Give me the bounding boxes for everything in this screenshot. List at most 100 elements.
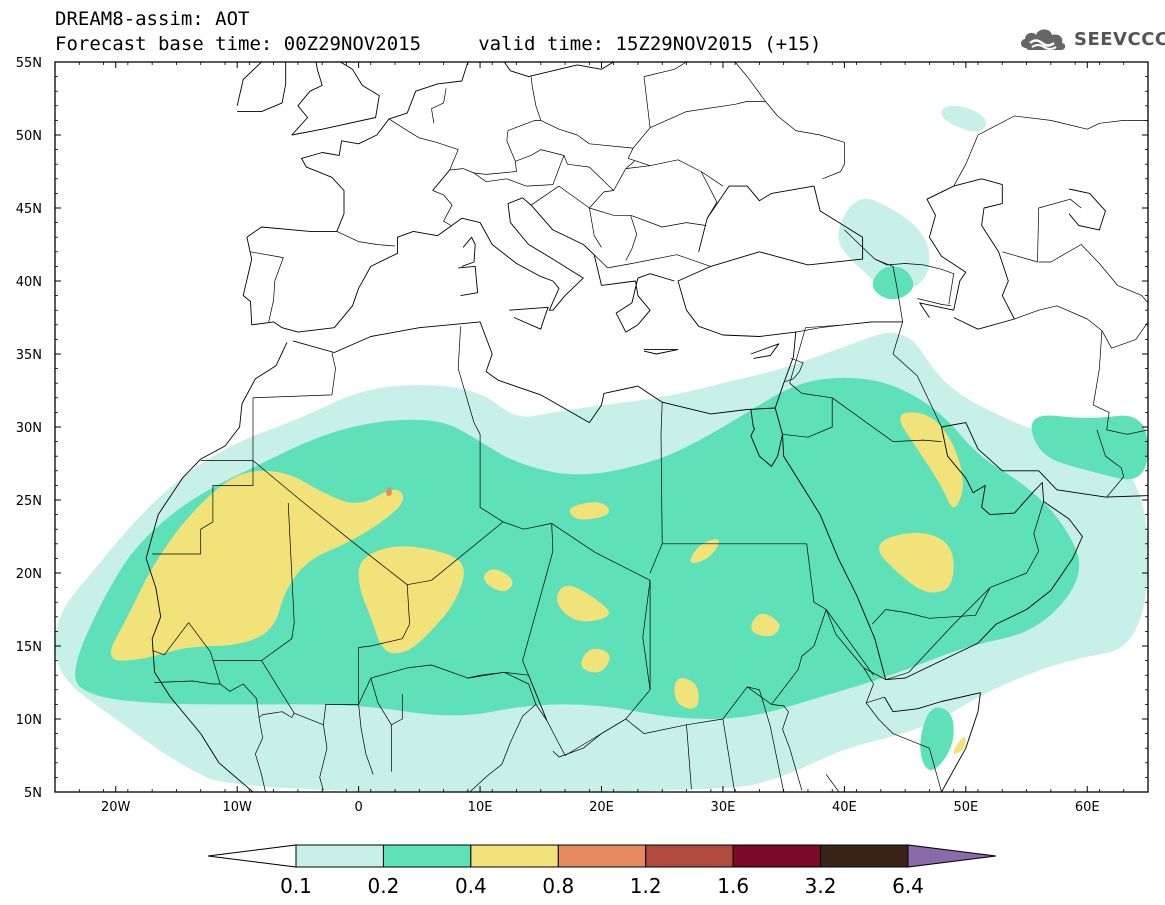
latitude-ticks: 55N 50N 45N 40N 35N 30N 25N 20N 15N 10N 5N <box>16 56 1148 801</box>
map-title: DREAM8-assim: AOT <box>55 8 250 30</box>
coastline <box>292 321 776 424</box>
colorbar-label: 3.2 <box>805 874 837 898</box>
aot-band-0.2 <box>920 707 954 771</box>
country-border <box>865 702 942 792</box>
coastline <box>750 343 780 359</box>
coastline <box>884 692 981 792</box>
country-border <box>261 502 295 661</box>
coastline <box>750 409 783 467</box>
coastline <box>461 236 476 267</box>
coastline <box>503 62 614 78</box>
aot-band-0.1 <box>838 198 930 291</box>
coastline <box>1068 188 1106 231</box>
country-border <box>649 402 663 574</box>
country-border <box>473 149 565 187</box>
country-borders <box>152 62 1148 792</box>
lat-tick-label: 20N <box>16 567 42 582</box>
lat-tick-label: 50N <box>16 129 42 144</box>
country-border <box>388 118 459 171</box>
country-border <box>467 671 537 792</box>
aot-bands <box>55 105 1148 792</box>
country-border <box>885 501 1044 680</box>
colorbar-segment <box>732 844 822 868</box>
country-border <box>872 258 904 323</box>
country-border <box>522 523 554 721</box>
lon-tick-label: 20W <box>101 800 131 815</box>
country-border <box>831 397 942 442</box>
coastline <box>236 62 287 113</box>
country-border <box>700 171 718 219</box>
coastline <box>509 306 549 330</box>
country-border <box>358 584 410 705</box>
lon-tick-label: 50E <box>953 800 978 815</box>
country-border <box>926 115 1148 200</box>
country-border <box>457 326 504 523</box>
country-border <box>1002 198 1082 263</box>
country-border <box>358 704 374 775</box>
cloud-icon <box>1020 29 1066 50</box>
country-border <box>336 231 396 247</box>
lat-tick-label: 40N <box>16 275 42 290</box>
aot-band-0.4 <box>581 648 610 673</box>
country-border <box>686 724 692 790</box>
aot-band-0.4 <box>674 678 699 709</box>
aot-band-0.4 <box>556 585 610 622</box>
colorbar-label: 0.4 <box>455 874 487 898</box>
lon-tick-label: 60E <box>1075 800 1100 815</box>
country-border <box>370 678 392 772</box>
country-border <box>152 622 221 685</box>
colorbar-segment <box>295 844 384 868</box>
country-border <box>252 352 336 461</box>
country-border <box>258 711 295 718</box>
country-border <box>627 147 651 167</box>
coastline <box>145 342 288 559</box>
coastline <box>291 62 380 136</box>
colorbar-segment <box>557 844 647 868</box>
country-border <box>825 774 840 792</box>
colorbar: 0.1 0.2 0.4 0.8 1.2 1.6 3.2 6.4 <box>207 844 997 898</box>
country-border <box>643 62 736 77</box>
country-border <box>319 724 328 791</box>
coastlines <box>145 62 1148 792</box>
lat-tick-label: 30N <box>16 421 42 436</box>
country-border <box>630 214 706 228</box>
colorbar-over-arrow <box>907 844 997 868</box>
country-border <box>784 358 804 383</box>
aot-band-0.2 <box>1031 415 1148 480</box>
aot-band-0.4 <box>569 502 610 520</box>
colorbar-segment <box>820 844 909 868</box>
colorbar-label: 1.6 <box>717 874 749 898</box>
colorbar-segment <box>382 844 472 868</box>
coastline <box>291 62 323 136</box>
coastline <box>941 422 1148 498</box>
country-border <box>1096 429 1125 498</box>
country-border <box>825 609 874 676</box>
aot-band-0.2 <box>872 266 914 300</box>
country-border <box>589 207 638 261</box>
country-border <box>747 686 785 792</box>
colorbar-label: 6.4 <box>892 874 924 898</box>
country-border <box>552 718 626 758</box>
lat-tick-label: 5N <box>24 786 42 801</box>
country-border <box>1014 305 1148 349</box>
lat-tick-label: 10N <box>16 713 42 728</box>
aot-band-0.1 <box>941 105 987 132</box>
aot-band-0.4 <box>484 569 513 592</box>
country-border <box>917 298 952 307</box>
country-border <box>734 62 766 102</box>
colorbar-label: 0.1 <box>280 874 312 898</box>
country-border <box>795 321 873 333</box>
forecast-times: Forecast base time: 00Z29NOV2015 valid t… <box>55 33 822 55</box>
lat-tick-label: 15N <box>16 640 42 655</box>
aot-band-0.4 <box>900 412 963 508</box>
aot-band-0.2 <box>75 377 1080 719</box>
country-border <box>152 460 254 555</box>
lon-tick-label: 20E <box>589 800 614 815</box>
country-border <box>642 580 651 690</box>
country-border <box>250 251 284 322</box>
lon-tick-label: 30E <box>711 800 736 815</box>
lon-tick-label: 10W <box>222 800 252 815</box>
country-border <box>535 704 548 721</box>
seevccc-logo: SEEVCCC <box>1018 22 1165 56</box>
